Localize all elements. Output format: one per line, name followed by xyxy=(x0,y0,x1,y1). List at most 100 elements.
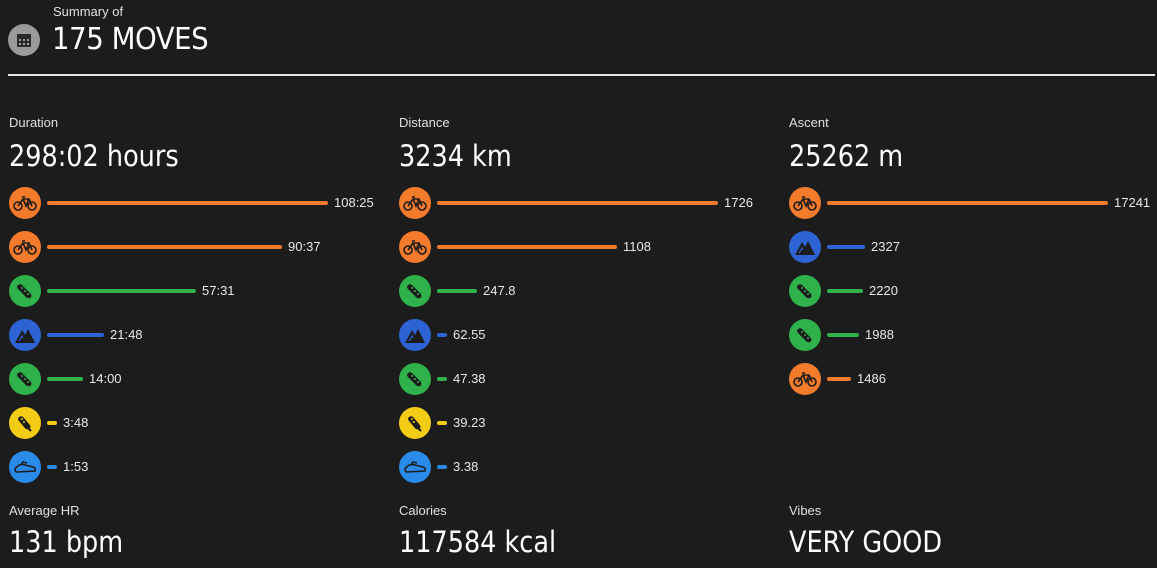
chart-bar xyxy=(47,333,104,337)
ascent-chart: 17241 2327 2220 1988 1486 xyxy=(789,187,1157,407)
page-title: 175 MOVES xyxy=(52,22,209,57)
chart-row: 2327 xyxy=(789,231,1157,275)
chart-row: 14:00 xyxy=(9,363,379,407)
data-label: 57:31 xyxy=(202,283,235,298)
summary-subtitle: Summary of xyxy=(53,4,124,19)
chart-row: 108:25 xyxy=(9,187,379,231)
running-shoe-icon xyxy=(9,275,41,307)
chart-bar xyxy=(47,201,328,205)
mountain-icon xyxy=(789,231,821,263)
data-label: 108:25 xyxy=(334,195,374,210)
data-label: 62.55 xyxy=(453,327,486,342)
vibes-label: Vibes xyxy=(789,503,822,518)
mountain-icon xyxy=(399,319,431,351)
duration-total: 298:02 hours xyxy=(9,139,179,173)
running-shoe-icon xyxy=(789,319,821,351)
distance-chart: 1726 1108 247.8 62.55 47.38 39.23 3.38 xyxy=(399,187,769,495)
data-label: 1108 xyxy=(623,239,651,254)
data-label: 14:00 xyxy=(89,371,122,386)
cycling-icon xyxy=(399,231,431,263)
distance-panel: Distance 3234 km 1726 1108 247.8 62.55 47.38… xyxy=(399,115,769,495)
average-hr-label: Average HR xyxy=(9,503,80,518)
chart-row: 47.38 xyxy=(399,363,769,407)
chart-row: 62.55 xyxy=(399,319,769,363)
duration-chart: 108:25 90:37 57:31 21:48 14:00 3:48 1:53 xyxy=(9,187,379,495)
distance-total: 3234 km xyxy=(399,139,512,173)
chart-bar xyxy=(437,201,718,205)
data-label: 39.23 xyxy=(453,415,486,430)
chart-row: 1:53 xyxy=(9,451,379,495)
summary-header: Summary of 175 MOVES xyxy=(8,2,1155,72)
chart-row: 21:48 xyxy=(9,319,379,363)
running-shoe-icon xyxy=(9,363,41,395)
data-label: 247.8 xyxy=(483,283,516,298)
running-shoe-icon xyxy=(789,275,821,307)
chart-row: 1486 xyxy=(789,363,1157,407)
calories-panel: Calories 117584 kcal xyxy=(399,503,578,563)
data-label: 2220 xyxy=(869,283,898,298)
header-divider xyxy=(8,74,1155,76)
average-hr-value: 131 bpm xyxy=(9,525,124,559)
calendar-icon xyxy=(8,24,40,56)
chart-bar xyxy=(827,333,859,337)
data-label: 1988 xyxy=(865,327,894,342)
chart-bar xyxy=(827,289,863,293)
cycling-icon xyxy=(789,363,821,395)
shoe-icon xyxy=(9,451,41,483)
data-label: 21:48 xyxy=(110,327,143,342)
data-label: 1486 xyxy=(857,371,886,386)
ascent-total: 25262 m xyxy=(789,139,904,173)
running-shoe-icon xyxy=(399,363,431,395)
data-label: 1726 xyxy=(724,195,753,210)
chart-bar xyxy=(827,201,1108,205)
chart-bar xyxy=(47,377,83,381)
chart-row: 90:37 xyxy=(9,231,379,275)
chart-bar xyxy=(437,465,447,469)
cycling-icon xyxy=(9,187,41,219)
calories-label: Calories xyxy=(399,503,447,518)
chart-bar xyxy=(47,421,57,425)
chart-bar xyxy=(437,333,447,337)
chart-row: 3:48 xyxy=(9,407,379,451)
average-hr-panel: Average HR 131 bpm xyxy=(9,503,139,563)
ascent-label: Ascent xyxy=(789,115,829,130)
chart-row: 3.38 xyxy=(399,451,769,495)
data-label: 3:48 xyxy=(63,415,89,430)
cycling-icon xyxy=(9,231,41,263)
chart-bar xyxy=(47,289,196,293)
duration-panel: Duration 298:02 hours 108:25 90:37 57:31 21… xyxy=(9,115,379,495)
mountain-icon xyxy=(9,319,41,351)
chart-bar xyxy=(827,377,851,381)
chart-row: 1988 xyxy=(789,319,1157,363)
ascent-panel: Ascent 25262 m 17241 2327 2220 1988 1486 xyxy=(789,115,1157,407)
cycling-icon xyxy=(399,187,431,219)
chart-row: 1108 xyxy=(399,231,769,275)
shoe-icon xyxy=(399,451,431,483)
chart-row: 2220 xyxy=(789,275,1157,319)
duration-label: Duration xyxy=(9,115,59,130)
data-label: 1:53 xyxy=(63,459,89,474)
chart-row: 57:31 xyxy=(9,275,379,319)
chart-bar xyxy=(437,245,617,249)
chart-row: 17241 xyxy=(789,187,1157,231)
chart-bar xyxy=(437,421,447,425)
chart-bar xyxy=(437,289,477,293)
data-label: 2327 xyxy=(871,239,900,254)
chart-row: 39.23 xyxy=(399,407,769,451)
chart-row: 247.8 xyxy=(399,275,769,319)
chart-bar xyxy=(437,377,447,381)
chart-bar xyxy=(47,245,282,249)
chart-bar xyxy=(827,245,865,249)
vibes-panel: Vibes VERY GOOD xyxy=(789,503,963,563)
chart-bar xyxy=(47,465,57,469)
distance-label: Distance xyxy=(399,115,450,130)
data-label: 17241 xyxy=(1114,195,1151,210)
data-label: 3.38 xyxy=(453,459,479,474)
cycling-icon xyxy=(789,187,821,219)
trail-shoe-icon xyxy=(399,407,431,439)
trail-shoe-icon xyxy=(9,407,41,439)
data-label: 47.38 xyxy=(453,371,486,386)
data-label: 90:37 xyxy=(288,239,321,254)
vibes-value: VERY GOOD xyxy=(789,525,942,559)
calories-value: 117584 kcal xyxy=(399,525,557,559)
